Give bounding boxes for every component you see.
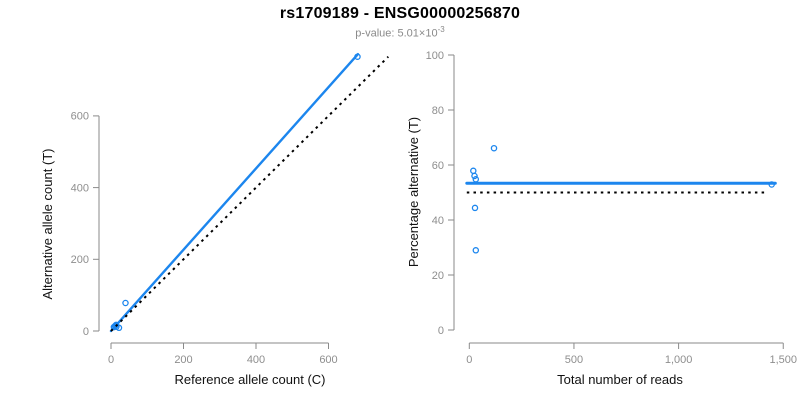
percentage-alternative-x-axis-title: Total number of reads [557,372,683,387]
allele-counts-x-axis-title: Reference allele count (C) [174,372,325,387]
data-point [115,324,123,332]
fit-line [109,53,360,333]
plot-subtitle: p-value: 5.01×10-3 [0,25,800,40]
x-tick-label: 200 [174,354,192,366]
allele-counts-panel: 0 200 400 600 0 200 400 600 Reference allele cou… [40,53,390,387]
identity-line [110,55,390,332]
x-tick-label: 0 [466,354,472,366]
y-tick-label: 0 [83,326,89,338]
y-tick-label: 60 [432,160,444,172]
y-tick-label: 100 [426,50,444,62]
plot-title: rs1709189 - ENSG00000256870 [279,5,521,22]
percentage-alternative-panel: 0 20 40 60 80 100 0 500 1,000 1,500 Total number o… [406,50,797,387]
x-tick-label: 1,000 [665,354,693,366]
data-point [122,299,129,307]
x-tick-label: 1,500 [769,354,797,366]
data-point [490,144,498,152]
y-tick-label: 40 [432,215,444,227]
data-point [470,167,477,175]
y-tick-label: 80 [432,105,444,117]
x-tick-label: 0 [108,354,114,366]
p-value-text: p-value: 5.01×10 [355,27,438,40]
y-tick-label: 200 [71,254,89,266]
data-point [471,172,478,180]
data-point [472,247,480,254]
x-tick-label: 600 [319,354,337,366]
percentage-alternative-y-axis-title: Percentage alternative (T) [406,117,421,267]
allele-counts-y-axis-title: Alternative allele count (T) [40,148,55,299]
data-point [471,204,479,212]
p-value-exponent: -3 [437,25,445,34]
x-tick-label: 400 [247,354,265,366]
x-tick-label: 500 [565,354,583,366]
y-tick-label: 0 [438,325,444,337]
y-tick-label: 20 [432,270,444,282]
y-tick-label: 600 [71,111,89,123]
y-tick-label: 400 [71,182,89,194]
